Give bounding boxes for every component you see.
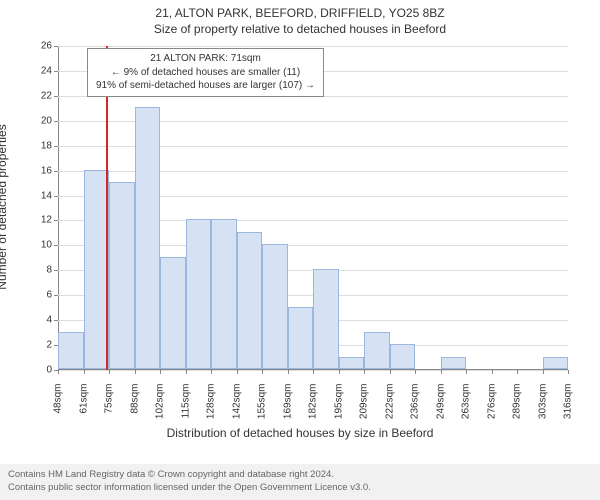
x-tick-label: 88sqm: [129, 384, 140, 444]
x-tick-mark: [58, 370, 59, 374]
footer-line-1: Contains HM Land Registry data © Crown c…: [8, 469, 592, 482]
x-tick-mark: [568, 370, 569, 374]
x-tick-mark: [466, 370, 467, 374]
x-tick-label: 276sqm: [486, 384, 497, 444]
attribution-footer: Contains HM Land Registry data © Crown c…: [0, 464, 600, 500]
y-tick-label: 12: [2, 215, 52, 226]
histogram-bar: [135, 107, 161, 369]
footer-line-2: Contains public sector information licen…: [8, 482, 592, 495]
y-tick-mark: [54, 320, 58, 321]
histogram-bar: [364, 332, 390, 369]
histogram-bar: [262, 244, 288, 369]
y-tick-mark: [54, 96, 58, 97]
y-tick-mark: [54, 220, 58, 221]
x-tick-label: 75sqm: [104, 384, 115, 444]
x-tick-mark: [543, 370, 544, 374]
x-tick-mark: [135, 370, 136, 374]
chart-subtitle: Size of property relative to detached ho…: [0, 20, 600, 36]
x-tick-label: 209sqm: [359, 384, 370, 444]
x-tick-label: 289sqm: [512, 384, 523, 444]
histogram-bar: [84, 170, 110, 369]
x-tick-mark: [211, 370, 212, 374]
histogram-bar: [109, 182, 135, 369]
x-tick-label: 316sqm: [563, 384, 574, 444]
x-tick-mark: [237, 370, 238, 374]
x-tick-label: 236sqm: [410, 384, 421, 444]
histogram-bar: [441, 357, 467, 369]
y-tick-mark: [54, 146, 58, 147]
y-tick-mark: [54, 345, 58, 346]
histogram-bar: [288, 307, 314, 369]
y-tick-label: 26: [2, 41, 52, 52]
annotation-box: 21 ALTON PARK: 71sqm ← 9% of detached ho…: [87, 48, 324, 97]
annotation-line-1: 21 ALTON PARK: 71sqm: [96, 52, 315, 66]
y-tick-mark: [54, 71, 58, 72]
histogram-bar: [339, 357, 365, 369]
x-tick-mark: [441, 370, 442, 374]
x-tick-label: 61sqm: [78, 384, 89, 444]
x-tick-label: 102sqm: [155, 384, 166, 444]
annotation-line-2: ← 9% of detached houses are smaller (11): [96, 66, 315, 80]
x-tick-mark: [492, 370, 493, 374]
annotation-line-3: 91% of semi-detached houses are larger (…: [96, 79, 315, 93]
y-tick-label: 14: [2, 190, 52, 201]
x-tick-mark: [339, 370, 340, 374]
y-tick-mark: [54, 121, 58, 122]
page-title: 21, ALTON PARK, BEEFORD, DRIFFIELD, YO25…: [0, 0, 600, 20]
x-tick-label: 169sqm: [282, 384, 293, 444]
y-tick-label: 22: [2, 90, 52, 101]
page-root: 21, ALTON PARK, BEEFORD, DRIFFIELD, YO25…: [0, 0, 600, 500]
x-tick-label: 182sqm: [308, 384, 319, 444]
y-tick-label: 6: [2, 290, 52, 301]
x-tick-label: 115sqm: [180, 384, 191, 444]
histogram-bar: [186, 219, 212, 369]
x-tick-mark: [288, 370, 289, 374]
y-tick-mark: [54, 46, 58, 47]
histogram-bar: [543, 357, 569, 369]
y-tick-mark: [54, 245, 58, 246]
x-tick-label: 303sqm: [537, 384, 548, 444]
x-tick-mark: [415, 370, 416, 374]
y-tick-label: 18: [2, 140, 52, 151]
x-tick-label: 263sqm: [461, 384, 472, 444]
x-tick-label: 222sqm: [384, 384, 395, 444]
y-tick-label: 24: [2, 65, 52, 76]
y-tick-label: 20: [2, 115, 52, 126]
y-tick-label: 0: [2, 365, 52, 376]
grid-line: [58, 46, 568, 47]
x-tick-mark: [160, 370, 161, 374]
x-tick-mark: [186, 370, 187, 374]
x-tick-mark: [313, 370, 314, 374]
y-tick-mark: [54, 171, 58, 172]
x-tick-mark: [84, 370, 85, 374]
y-tick-label: 10: [2, 240, 52, 251]
y-tick-mark: [54, 270, 58, 271]
x-tick-mark: [517, 370, 518, 374]
y-tick-label: 8: [2, 265, 52, 276]
x-tick-mark: [109, 370, 110, 374]
histogram-bar: [390, 344, 416, 369]
y-tick-label: 16: [2, 165, 52, 176]
x-tick-mark: [364, 370, 365, 374]
histogram-bar: [313, 269, 339, 369]
x-axis-label: Distribution of detached houses by size …: [0, 426, 600, 440]
x-tick-label: 128sqm: [206, 384, 217, 444]
y-tick-label: 4: [2, 315, 52, 326]
x-tick-mark: [390, 370, 391, 374]
x-tick-mark: [262, 370, 263, 374]
histogram-bar: [160, 257, 186, 369]
histogram-bar: [58, 332, 84, 369]
y-tick-label: 2: [2, 340, 52, 351]
x-tick-label: 142sqm: [231, 384, 242, 444]
x-tick-label: 48sqm: [53, 384, 64, 444]
x-tick-label: 249sqm: [435, 384, 446, 444]
x-tick-label: 195sqm: [333, 384, 344, 444]
x-tick-label: 155sqm: [257, 384, 268, 444]
y-tick-mark: [54, 295, 58, 296]
y-axis-line: [58, 46, 59, 370]
histogram-bar: [211, 219, 237, 369]
histogram-bar: [237, 232, 263, 369]
y-tick-mark: [54, 196, 58, 197]
